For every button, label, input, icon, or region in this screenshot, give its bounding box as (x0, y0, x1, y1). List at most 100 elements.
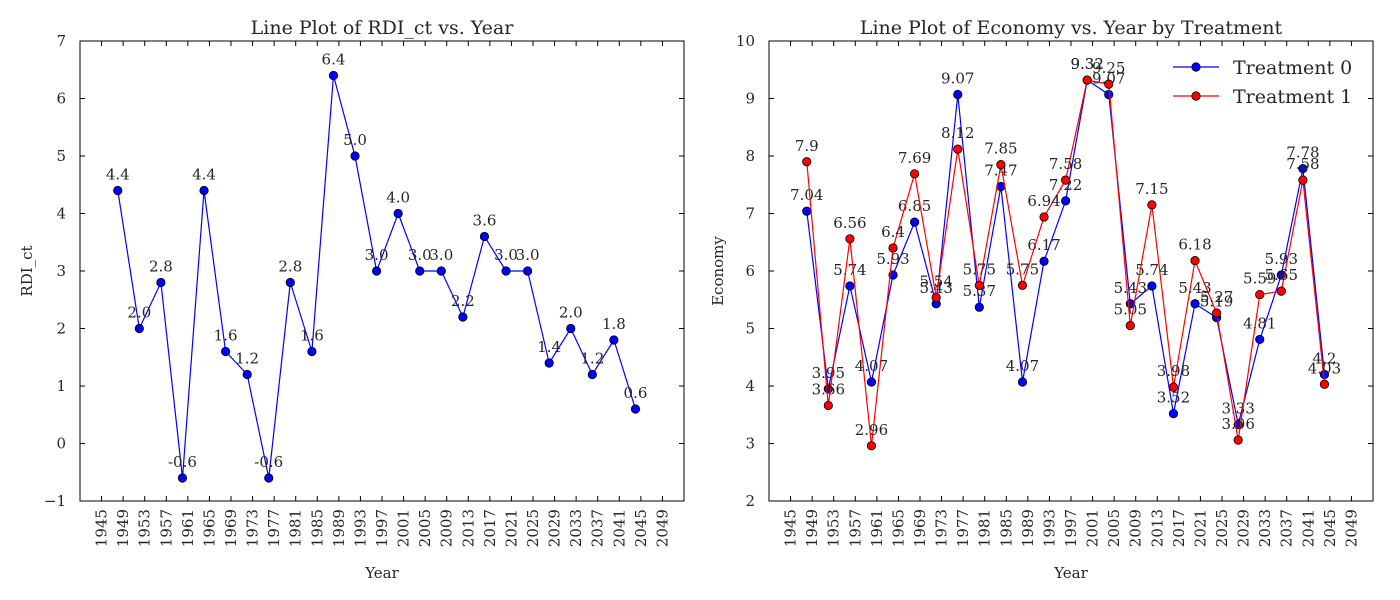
data-point (845, 234, 855, 244)
data-label: 7.78 (1286, 144, 1319, 162)
data-point (1082, 75, 1092, 85)
data-label: 9.07 (941, 69, 974, 87)
y-tick-label: 2 (56, 320, 66, 338)
x-tick-label: 1949 (114, 509, 132, 547)
data-label: 5.05 (1114, 301, 1147, 319)
data-label: 4.07 (1006, 357, 1039, 375)
left-chart-plot-area: 1945 1949 1953 1957 1961 1965 1969 1973 1977 1981… (44, 32, 685, 547)
data-label: 1.6 (300, 327, 324, 345)
data-point (479, 231, 490, 242)
data-point (974, 302, 984, 312)
data-point (802, 206, 812, 216)
data-point (177, 473, 188, 483)
x-tick-label: 2045 (1321, 509, 1339, 547)
data-label: -0.6 (254, 453, 283, 471)
x-tick-label: 2017 (481, 509, 499, 547)
data-label: 4.03 (1308, 359, 1341, 377)
series-line (117, 75, 637, 479)
data-label: 6.18 (1178, 236, 1211, 254)
data-label: 2.8 (149, 258, 173, 276)
x-tick-label: 1957 (846, 509, 864, 547)
x-tick-label: 1989 (1019, 509, 1037, 547)
data-point (953, 89, 963, 100)
y-tick-label: 4 (745, 377, 755, 395)
data-point (866, 377, 877, 387)
data-label: 5.19 (1200, 293, 1233, 311)
data-label: 6.4 (881, 223, 905, 241)
data-label: 3.0 (516, 246, 540, 264)
x-tick-label: 2009 (1127, 509, 1145, 547)
right-chart-title: Line Plot of Economy vs. Year by Treatme… (860, 17, 1283, 39)
x-tick-label: 2033 (1256, 509, 1274, 547)
data-label: 1.2 (580, 350, 604, 368)
y-tick-label: 8 (745, 147, 755, 165)
data-label: 4.2 (1313, 350, 1337, 368)
x-tick-label: 1973 (244, 509, 262, 547)
x-tick-label: 2041 (1299, 509, 1317, 547)
data-label: 3.0 (494, 246, 518, 264)
data-point (630, 404, 641, 414)
data-point (1104, 89, 1114, 100)
data-label: 7.15 (1135, 180, 1168, 198)
data-point (1190, 256, 1200, 266)
data-point (372, 266, 382, 276)
data-label: 3.33 (1221, 400, 1254, 418)
x-tick-label: 2041 (610, 509, 628, 547)
data-point (802, 157, 812, 167)
x-tick-label: 1949 (803, 509, 821, 547)
data-point (221, 346, 231, 357)
data-point (285, 277, 295, 288)
data-label: 7.04 (790, 186, 823, 204)
data-label: 5.0 (343, 131, 367, 149)
data-point (1190, 299, 1200, 309)
data-label: 7.85 (984, 140, 1017, 158)
x-tick-label: 2013 (1148, 509, 1166, 547)
data-label: 4.4 (106, 166, 130, 184)
data-point (1147, 281, 1157, 291)
data-label: 3.0 (408, 246, 432, 264)
data-point (415, 266, 425, 276)
data-label: 2.96 (855, 421, 888, 439)
data-label: 9.25 (1092, 59, 1125, 77)
data-point (156, 277, 166, 288)
left-chart-xlabel: Year (364, 564, 399, 582)
x-tick-label: 2045 (632, 509, 650, 547)
data-point (953, 144, 963, 154)
data-point (1233, 435, 1243, 445)
data-point (974, 280, 984, 290)
data-label: 1.2 (235, 350, 259, 368)
data-point (544, 358, 554, 368)
data-point (1298, 175, 1308, 185)
data-point (501, 266, 511, 276)
data-label: 7.47 (984, 161, 1017, 179)
data-label: 5.37 (963, 282, 996, 300)
y-tick-label: 10 (736, 32, 755, 50)
x-tick-label: 2021 (1191, 509, 1209, 547)
y-tick-label: 7 (745, 205, 755, 223)
x-tick-label: 1993 (351, 509, 369, 547)
data-point (242, 369, 252, 380)
x-tick-label: 2033 (567, 509, 585, 547)
data-label: 5.65 (1265, 266, 1298, 284)
y-tick-label: 9 (745, 90, 755, 108)
left-chart-ylabel: RDI_ct (18, 245, 36, 296)
data-label: 5.93 (876, 250, 909, 268)
x-tick-label: 1961 (179, 509, 197, 547)
x-tick-label: 1977 (954, 509, 972, 547)
data-label: 5.75 (1006, 260, 1039, 278)
y-tick-label: 6 (745, 262, 755, 280)
data-label: 7.58 (1049, 155, 1082, 173)
x-tick-label: 2021 (502, 509, 520, 547)
legend-label: Treatment 1 (1233, 86, 1352, 108)
data-point (1147, 200, 1157, 210)
data-point (866, 441, 877, 451)
right-chart-xlabel: Year (1053, 564, 1088, 582)
data-label: 7.58 (1286, 155, 1319, 173)
x-tick-label: 1997 (373, 509, 391, 547)
data-label: 7.9 (795, 137, 819, 155)
y-tick-label: 5 (745, 320, 755, 338)
x-tick-label: 2049 (653, 509, 671, 547)
data-point (910, 169, 920, 179)
x-tick-label: 2029 (1235, 509, 1253, 547)
x-tick-label: 1957 (157, 509, 175, 547)
